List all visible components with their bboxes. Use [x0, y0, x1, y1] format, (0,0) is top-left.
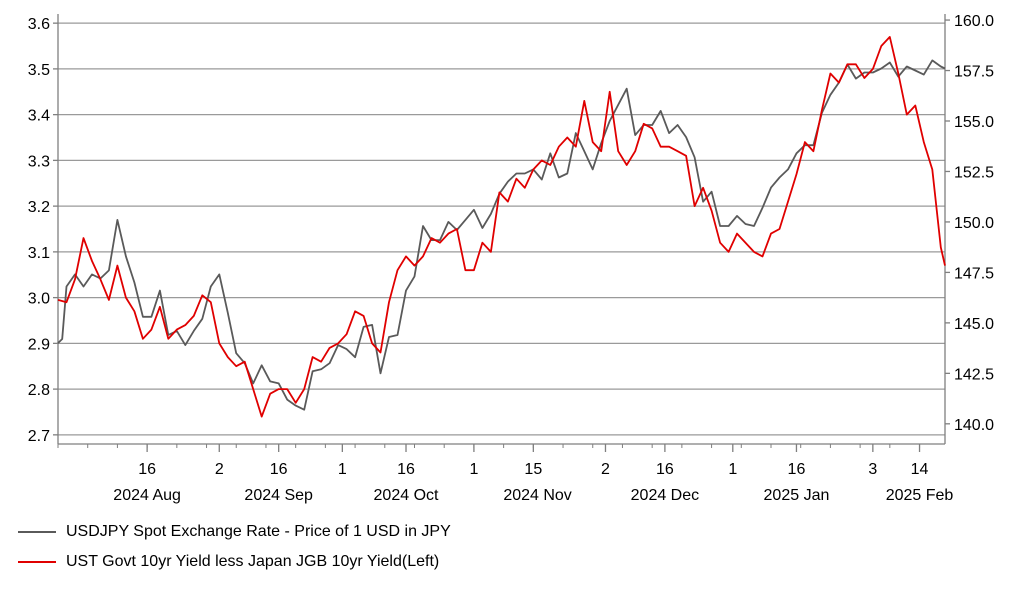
series-lines [57, 36, 946, 418]
x-day-label: 16 [788, 461, 806, 478]
left-tick-label: 3.5 [28, 62, 50, 79]
x-day-label: 16 [656, 461, 674, 478]
x-day-label: 15 [524, 461, 542, 478]
x-month-label: 2024 Aug [113, 487, 181, 504]
right-tick-label: 147.5 [954, 265, 994, 282]
legend: USDJPY Spot Exchange Rate - Price of 1 U… [18, 520, 451, 580]
x-month-label: 2024 Nov [503, 487, 572, 504]
x-day-label: 1 [338, 461, 347, 478]
series-line-spread [57, 36, 946, 418]
x-month-label: 2025 Jan [764, 487, 830, 504]
legend-label-spread: UST Govt 10yr Yield less Japan JGB 10yr … [66, 553, 440, 570]
left-tick-label: 3.2 [28, 199, 50, 216]
series-line-usdjpy [57, 59, 946, 411]
x-day-label: 14 [911, 461, 929, 478]
legend-label-usdjpy: USDJPY Spot Exchange Rate - Price of 1 U… [66, 523, 451, 540]
x-month-label: 2024 Dec [631, 487, 700, 504]
left-tick-label: 2.7 [28, 428, 50, 445]
left-tick-label: 3.1 [28, 245, 50, 262]
right-tick-label: 152.5 [954, 164, 994, 181]
right-tick-label: 160.0 [954, 13, 994, 30]
left-tick-label: 3.4 [28, 108, 50, 125]
right-tick-label: 155.0 [954, 114, 994, 131]
x-day-label: 16 [270, 461, 288, 478]
legend-item-spread: UST Govt 10yr Yield less Japan JGB 10yr … [18, 550, 451, 574]
legend-swatch-usdjpy [18, 531, 56, 533]
left-tick-label: 3.6 [28, 16, 50, 33]
x-day-label: 2 [215, 461, 224, 478]
x-day-label: 2 [601, 461, 610, 478]
right-tick-label: 145.0 [954, 316, 994, 333]
legend-item-usdjpy: USDJPY Spot Exchange Rate - Price of 1 U… [18, 520, 451, 544]
right-tick-label: 140.0 [954, 417, 994, 434]
x-day-label: 3 [868, 461, 877, 478]
right-tick-label: 150.0 [954, 215, 994, 232]
x-month-label: 2024 Sep [244, 487, 313, 504]
right-tick-label: 142.5 [954, 366, 994, 383]
axes [53, 14, 950, 452]
left-tick-label: 2.8 [28, 382, 50, 399]
x-day-label: 16 [397, 461, 415, 478]
left-tick-label: 3.0 [28, 291, 50, 308]
right-tick-label: 157.5 [954, 64, 994, 81]
left-tick-label: 3.3 [28, 153, 50, 170]
x-day-label: 1 [469, 461, 478, 478]
tick-labels: 2.7 2.8 2.9 3.0 3.1 3.2 3.3 3.4 3.5 3.6 140.0 142.5… [28, 13, 994, 504]
x-day-label: 1 [728, 461, 737, 478]
left-tick-label: 2.9 [28, 336, 50, 353]
gridlines [58, 22, 945, 436]
legend-swatch-spread [18, 561, 56, 563]
x-day-label: 16 [138, 461, 156, 478]
x-month-label: 2024 Oct [374, 487, 439, 504]
x-month-label: 2025 Feb [886, 487, 954, 504]
